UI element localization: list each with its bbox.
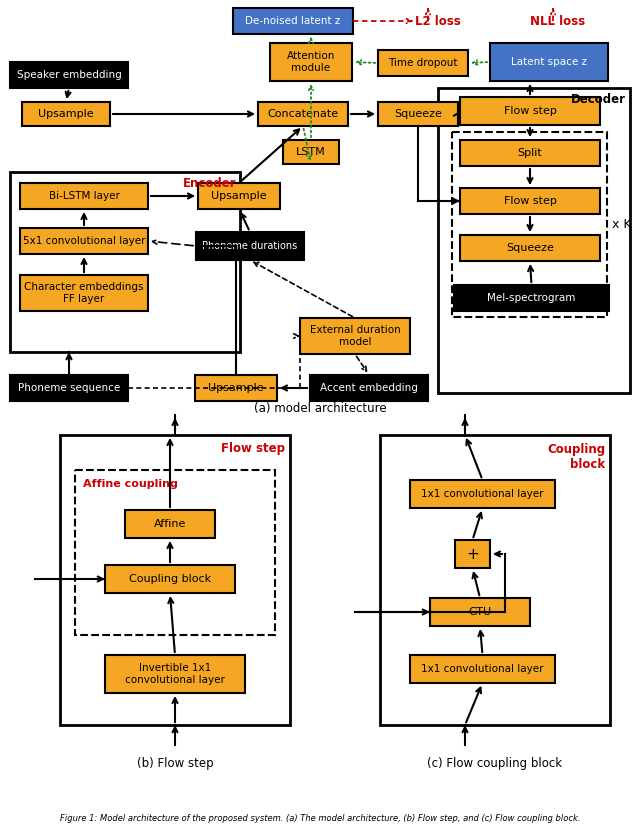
- Bar: [105, 565, 235, 593]
- Text: x K: x K: [612, 218, 632, 231]
- Bar: [105, 655, 245, 693]
- Text: Invertible 1x1
convolutional layer: Invertible 1x1 convolutional layer: [125, 663, 225, 685]
- Bar: [430, 598, 530, 626]
- Text: Upsample: Upsample: [208, 383, 264, 393]
- Bar: [460, 140, 600, 166]
- Bar: [410, 655, 555, 683]
- Text: 1x1 convolutional layer: 1x1 convolutional layer: [421, 664, 544, 674]
- Text: L2 loss: L2 loss: [415, 14, 461, 27]
- Bar: [455, 540, 490, 568]
- Text: Upsample: Upsample: [38, 109, 94, 119]
- Text: (c) Flow coupling block: (c) Flow coupling block: [428, 756, 563, 769]
- Bar: [460, 188, 600, 214]
- Text: Time dropout: Time dropout: [388, 58, 458, 68]
- Text: Flow step: Flow step: [504, 106, 556, 116]
- Text: Accent embedding: Accent embedding: [320, 383, 418, 393]
- Text: De-noised latent z: De-noised latent z: [245, 16, 340, 26]
- Bar: [10, 62, 128, 88]
- Bar: [258, 102, 348, 126]
- Bar: [198, 183, 280, 209]
- Text: Flow step: Flow step: [221, 442, 285, 455]
- Bar: [20, 228, 148, 254]
- Text: Concatenate: Concatenate: [268, 109, 339, 119]
- Text: Coupling
block: Coupling block: [547, 443, 605, 471]
- Bar: [490, 43, 608, 81]
- Bar: [233, 8, 353, 34]
- Bar: [410, 480, 555, 508]
- Text: Upsample: Upsample: [211, 191, 267, 201]
- Text: Phoneme sequence: Phoneme sequence: [18, 383, 120, 393]
- Text: Encoder: Encoder: [182, 177, 236, 189]
- Text: Mel-spectrogram: Mel-spectrogram: [487, 293, 576, 303]
- Bar: [283, 140, 339, 164]
- Text: NLL loss: NLL loss: [530, 14, 585, 27]
- Bar: [20, 183, 148, 209]
- Text: Split: Split: [518, 148, 542, 158]
- Text: (b) Flow step: (b) Flow step: [137, 756, 213, 769]
- Bar: [454, 285, 609, 311]
- Text: Squeeze: Squeeze: [394, 109, 442, 119]
- Bar: [378, 50, 468, 76]
- Bar: [195, 375, 277, 401]
- Text: GTU: GTU: [468, 607, 492, 617]
- Bar: [380, 435, 610, 725]
- Text: Speaker embedding: Speaker embedding: [17, 70, 122, 80]
- Bar: [10, 375, 128, 401]
- Text: Coupling block: Coupling block: [129, 574, 211, 584]
- Bar: [20, 275, 148, 311]
- Text: Bi-LSTM layer: Bi-LSTM layer: [49, 191, 120, 201]
- Bar: [452, 132, 607, 317]
- Bar: [460, 97, 600, 125]
- Text: 1x1 convolutional layer: 1x1 convolutional layer: [421, 489, 544, 499]
- Text: Figure 1: Model architecture of the proposed system. (a) The model architecture,: Figure 1: Model architecture of the prop…: [60, 813, 580, 823]
- Bar: [378, 102, 458, 126]
- Bar: [75, 470, 275, 635]
- Text: Squeeze: Squeeze: [506, 243, 554, 253]
- Text: +: +: [466, 546, 479, 562]
- Text: Affine: Affine: [154, 519, 186, 529]
- Text: (a) model architecture: (a) model architecture: [253, 402, 387, 414]
- Text: External duration
model: External duration model: [310, 325, 401, 347]
- Text: Attention
module: Attention module: [287, 51, 335, 73]
- Text: Character embeddings
FF layer: Character embeddings FF layer: [24, 282, 144, 304]
- Bar: [270, 43, 352, 81]
- Bar: [300, 318, 410, 354]
- Text: LSTM: LSTM: [296, 147, 326, 157]
- Text: Phoneme durations: Phoneme durations: [202, 241, 298, 251]
- Bar: [310, 375, 428, 401]
- Text: Decoder: Decoder: [571, 92, 626, 105]
- Bar: [10, 172, 240, 352]
- Text: Latent space z: Latent space z: [511, 57, 587, 67]
- Text: 5x1 convolutional layer: 5x1 convolutional layer: [23, 236, 145, 246]
- Text: Affine coupling: Affine coupling: [83, 479, 178, 489]
- Bar: [460, 235, 600, 261]
- Bar: [125, 510, 215, 538]
- Bar: [438, 88, 630, 393]
- Text: Flow step: Flow step: [504, 196, 556, 206]
- Bar: [22, 102, 110, 126]
- Bar: [196, 232, 304, 260]
- Bar: [60, 435, 290, 725]
